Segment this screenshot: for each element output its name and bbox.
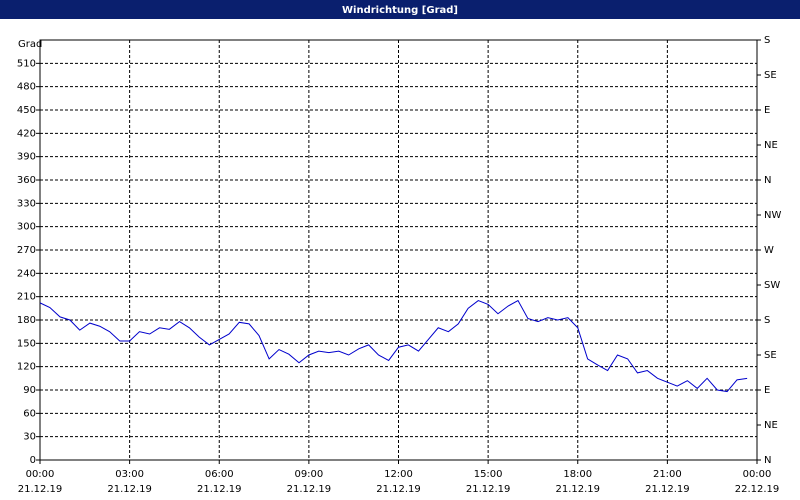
title-bar bbox=[0, 0, 800, 19]
x-tick-label: 06:00 bbox=[205, 469, 234, 480]
y-tick-label: 150 bbox=[17, 338, 36, 349]
y2-tick-label: NW bbox=[764, 210, 781, 221]
y-tick-label: 30 bbox=[23, 432, 36, 443]
x-tick-date: 21.12.19 bbox=[197, 484, 242, 495]
data-line bbox=[39, 299, 748, 393]
y-tick-label: 390 bbox=[17, 152, 36, 163]
y-tick-label: 300 bbox=[17, 222, 36, 233]
x-tick-label: 12:00 bbox=[384, 469, 413, 480]
y2-tick-label: E bbox=[764, 385, 770, 396]
y-tick-label: 420 bbox=[17, 128, 36, 139]
y2-tick-label: SE bbox=[764, 70, 777, 81]
y2-tick-label: E bbox=[764, 105, 770, 116]
y2-tick-label: N bbox=[764, 175, 771, 186]
x-tick-label: 21:00 bbox=[653, 469, 682, 480]
y2-tick-label: W bbox=[764, 245, 774, 256]
y-tick-label: 270 bbox=[17, 245, 36, 256]
y2-tick-label: S bbox=[764, 35, 770, 46]
y-axis-label: Grad bbox=[18, 39, 42, 50]
y2-tick-label: NE bbox=[764, 420, 778, 431]
y2-tick-label: SE bbox=[764, 350, 777, 361]
y-tick-label: 360 bbox=[17, 175, 36, 186]
y2-tick-label: S bbox=[764, 315, 770, 326]
x-tick-date: 21.12.19 bbox=[645, 484, 690, 495]
y2-tick-label: N bbox=[764, 455, 771, 466]
y-tick-label: 510 bbox=[17, 58, 36, 69]
x-tick-date: 21.12.19 bbox=[376, 484, 421, 495]
y-tick-label: 0 bbox=[30, 455, 36, 466]
y-tick-label: 60 bbox=[23, 408, 36, 419]
y-tick-label: 480 bbox=[17, 82, 36, 93]
x-tick-date: 21.12.19 bbox=[466, 484, 511, 495]
y-tick-label: 330 bbox=[17, 198, 36, 209]
x-tick-date: 21.12.19 bbox=[287, 484, 332, 495]
x-tick-date: 21.12.19 bbox=[18, 484, 63, 495]
y-tick-label: 90 bbox=[23, 385, 36, 396]
x-tick-date: 21.12.19 bbox=[555, 484, 600, 495]
y2-tick-label: SW bbox=[764, 280, 780, 291]
x-tick-date: 21.12.19 bbox=[107, 484, 152, 495]
y-tick-label: 120 bbox=[17, 362, 36, 373]
x-tick-label: 00:00 bbox=[743, 469, 772, 480]
x-tick-label: 00:00 bbox=[26, 469, 55, 480]
x-tick-date: 22.12.19 bbox=[735, 484, 780, 495]
x-tick-label: 15:00 bbox=[474, 469, 503, 480]
x-tick-label: 03:00 bbox=[115, 469, 144, 480]
x-tick-label: 09:00 bbox=[294, 469, 323, 480]
x-tick-label: 18:00 bbox=[563, 469, 592, 480]
y-tick-label: 450 bbox=[17, 105, 36, 116]
y-tick-label: 210 bbox=[17, 292, 36, 303]
chart-title: Windrichtung [Grad] bbox=[342, 5, 458, 16]
y-tick-label: 240 bbox=[17, 268, 36, 279]
y2-tick-label: NE bbox=[764, 140, 778, 151]
y-tick-label: 180 bbox=[17, 315, 36, 326]
